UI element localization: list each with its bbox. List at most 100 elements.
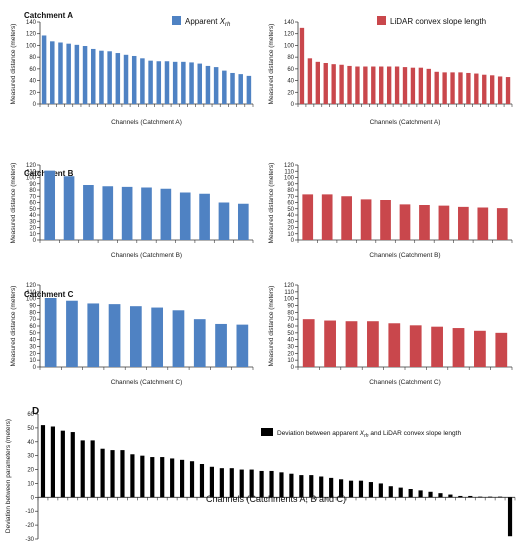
bar bbox=[123, 54, 129, 104]
bar bbox=[66, 43, 71, 104]
bar bbox=[179, 192, 191, 240]
bar bbox=[363, 66, 368, 104]
legend-dev-pre: Deviation between apparent bbox=[277, 430, 360, 437]
y-tick-label: 20 bbox=[287, 351, 294, 357]
y-tick-label: 20 bbox=[29, 90, 36, 96]
legend-lidar: LiDAR convex slope length bbox=[377, 16, 486, 26]
bar bbox=[156, 61, 162, 104]
bar bbox=[488, 496, 493, 498]
bar bbox=[388, 486, 393, 498]
bar bbox=[129, 306, 142, 367]
y-tick-label: 20 bbox=[287, 226, 294, 232]
y-tick-label: 60 bbox=[287, 201, 294, 207]
legend-swatch-red bbox=[377, 16, 386, 25]
bar bbox=[236, 324, 249, 367]
y-tick-label: 120 bbox=[26, 32, 37, 38]
chart-title: Catchment C bbox=[24, 290, 74, 299]
chart-title: Catchment A bbox=[24, 11, 73, 20]
bar bbox=[90, 440, 95, 498]
x-axis-label: Channels (Catchment B) bbox=[111, 252, 182, 259]
y-axis-label: Measured distance (meters) bbox=[10, 24, 17, 105]
bar bbox=[130, 454, 135, 498]
y-tick-label: 60 bbox=[287, 324, 294, 330]
y-tick-label: 140 bbox=[26, 20, 37, 26]
bar bbox=[218, 202, 230, 240]
bar bbox=[331, 64, 336, 104]
bar bbox=[409, 325, 422, 367]
y-tick-label: 120 bbox=[284, 163, 295, 169]
y-tick-label: 20 bbox=[29, 226, 36, 232]
y-tick-label: 80 bbox=[29, 55, 36, 61]
y-tick-label: 0 bbox=[33, 365, 37, 371]
bar bbox=[371, 66, 376, 104]
bar bbox=[148, 60, 153, 104]
bar bbox=[388, 323, 401, 367]
y-tick-label: 60 bbox=[29, 201, 36, 207]
bar bbox=[150, 457, 155, 498]
bar bbox=[339, 479, 344, 498]
y-axis-label: Measured distance (meters) bbox=[268, 163, 275, 244]
bar bbox=[497, 76, 503, 104]
bar bbox=[50, 41, 55, 104]
bar bbox=[309, 475, 314, 498]
bar bbox=[99, 50, 104, 104]
bar bbox=[418, 490, 423, 498]
bar bbox=[450, 72, 455, 104]
x-axis-label: Channels (Catchment C) bbox=[111, 379, 183, 386]
bar bbox=[229, 468, 234, 498]
chart-panel-a-right: 0 20 40 60 80 100 120 140 Channels (Catchment A)… bbox=[268, 20, 513, 126]
y-tick-label: 110 bbox=[284, 169, 294, 175]
y-tick-label: 120 bbox=[26, 283, 37, 289]
bar bbox=[80, 440, 85, 498]
y-tick-label: 0 bbox=[33, 238, 37, 244]
bar bbox=[160, 188, 172, 240]
bar bbox=[172, 310, 185, 367]
bar bbox=[87, 303, 100, 367]
bar bbox=[495, 332, 508, 367]
y-tick-label: 10 bbox=[287, 358, 294, 364]
bar bbox=[41, 35, 47, 104]
y-tick-label: 40 bbox=[287, 79, 294, 85]
y-tick-label: 100 bbox=[284, 43, 295, 49]
y-tick-label: 30 bbox=[287, 219, 294, 225]
bar bbox=[448, 494, 453, 498]
bar bbox=[490, 75, 495, 104]
bar bbox=[230, 72, 235, 104]
bar bbox=[66, 300, 78, 367]
y-tick-label: 60 bbox=[29, 324, 36, 330]
y-tick-label: 140 bbox=[284, 20, 295, 26]
bar bbox=[347, 65, 352, 104]
bar bbox=[498, 496, 503, 498]
bar bbox=[358, 480, 364, 498]
y-tick-label: 0 bbox=[291, 365, 295, 371]
bar bbox=[181, 61, 186, 104]
chart-panel-a-left: Catchment A 0 20 40 60 80 100 120 140 Channels (C… bbox=[10, 11, 254, 126]
legend-dev-sym: X bbox=[359, 430, 365, 437]
y-axis-label: Measured distance (meters) bbox=[10, 163, 17, 244]
y-tick-label: 120 bbox=[284, 283, 295, 289]
bar bbox=[120, 450, 125, 498]
y-tick-label: 20 bbox=[27, 468, 34, 474]
bar bbox=[40, 425, 46, 498]
legend-swatch-blue bbox=[172, 16, 181, 25]
bar bbox=[63, 176, 75, 240]
bar bbox=[474, 73, 479, 104]
y-tick-label: 60 bbox=[29, 67, 36, 73]
y-tick-label: 90 bbox=[29, 182, 36, 188]
legend-sym-blue: X bbox=[219, 17, 226, 26]
y-tick-label: 120 bbox=[284, 32, 295, 38]
y-tick-label: 40 bbox=[29, 338, 36, 344]
bar bbox=[398, 487, 403, 498]
y-tick-label: 90 bbox=[29, 304, 36, 310]
bar bbox=[60, 430, 65, 498]
y-tick-label: 50 bbox=[287, 207, 294, 213]
legend-dev-sub: rh bbox=[364, 433, 369, 439]
bar bbox=[121, 186, 133, 240]
bar bbox=[222, 70, 227, 104]
bar bbox=[307, 58, 313, 104]
y-tick-label: 110 bbox=[26, 169, 36, 175]
bar bbox=[482, 74, 487, 104]
bar bbox=[279, 472, 284, 498]
y-tick-label: 40 bbox=[29, 79, 36, 85]
